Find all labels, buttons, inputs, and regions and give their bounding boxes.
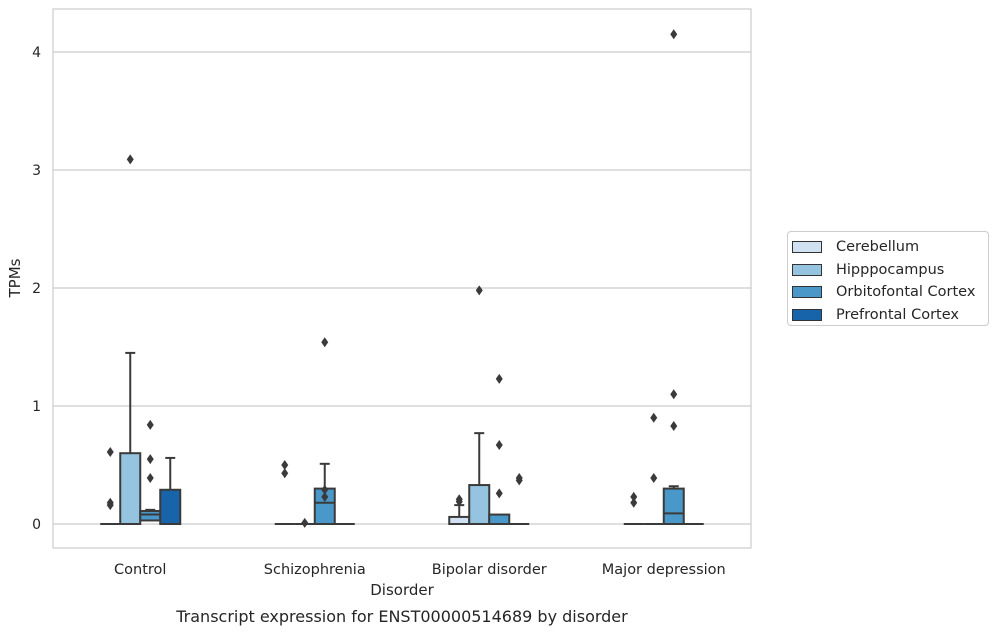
x-tick-labels: Control Schizophrenia Bipolar disorder Majo…: [114, 562, 726, 578]
box: [468, 484, 491, 525]
y-tick-label: 3: [32, 163, 41, 179]
box-cerebellum: [448, 494, 471, 525]
outlier-point: [106, 447, 114, 458]
outlier-point: [321, 484, 329, 495]
outlier-point: [495, 439, 503, 450]
box-hipppocampus: [119, 154, 142, 526]
x-tick-label: Control: [114, 562, 166, 578]
legend-item: Hipppocampus: [792, 259, 988, 282]
legend-swatch: [792, 308, 822, 321]
y-tick-label: 1: [32, 399, 41, 415]
outlier-point: [650, 412, 658, 423]
outlier-point: [321, 337, 329, 348]
gridlines: [53, 51, 751, 525]
y-axis-label: TPMs: [6, 258, 24, 298]
y-tick-label: 0: [32, 517, 41, 533]
outlier-point: [670, 29, 678, 40]
box: [488, 513, 511, 525]
outlier-point: [670, 421, 678, 432]
box: [448, 515, 471, 525]
outlier-point: [106, 500, 114, 511]
x-axis-label: Disorder: [370, 581, 434, 599]
legend-item: Orbitofontal Cortex: [792, 281, 988, 304]
outlier-point: [630, 497, 638, 508]
outlier-point: [146, 419, 154, 430]
outlier-point: [670, 389, 678, 400]
box-orbitofontal-cortex: [139, 419, 162, 522]
legend-label: Cerebellum: [836, 239, 920, 256]
y-tick-label: 4: [32, 45, 41, 61]
outlier-point: [495, 373, 503, 384]
outlier-point: [146, 454, 154, 465]
outlier-point: [321, 491, 329, 502]
outlier-point: [495, 488, 503, 499]
plot-frame: [52, 8, 752, 549]
box-hipppocampus: [643, 412, 664, 525]
box-prefrontal-cortex: [509, 472, 530, 525]
box: [119, 452, 142, 526]
box-orbitofontal-cortex: [662, 29, 685, 526]
legend-label: Hipppocampus: [836, 261, 945, 278]
box-prefrontal-cortex: [159, 456, 182, 525]
legend-swatch: [792, 263, 822, 276]
legend-item: Prefrontal Cortex: [792, 304, 988, 327]
outlier-point: [281, 468, 289, 479]
box: [159, 488, 182, 525]
y-tick-label: 2: [32, 281, 41, 297]
x-tick-label: Major depression: [602, 562, 726, 578]
outlier-point: [515, 475, 523, 486]
outlier-point: [475, 285, 483, 296]
outlier-point: [281, 460, 289, 470]
box-orbitofontal-cortex: [488, 373, 511, 525]
box-cerebellum: [274, 460, 295, 525]
box-hipppocampus: [468, 285, 491, 525]
outlier-point: [455, 496, 463, 507]
outlier-point: [301, 517, 309, 528]
legend-label: Orbitofontal Cortex: [836, 284, 976, 301]
box-cerebellum: [100, 447, 121, 525]
box-cerebellum: [623, 491, 644, 525]
x-tick-label: Schizophrenia: [264, 562, 366, 578]
x-tick-label: Bipolar disorder: [432, 562, 547, 578]
outlier-point: [630, 491, 638, 502]
legend: Cerebellum Hipppocampus Orbitofontal Corte…: [787, 231, 989, 326]
legend-swatch: [792, 241, 822, 254]
plot-marks: [100, 29, 704, 528]
box-hipppocampus: [294, 517, 315, 528]
outlier-point: [650, 472, 658, 483]
outlier-point: [126, 154, 134, 165]
box-orbitofontal-cortex: [313, 337, 336, 526]
chart-title: Transcript expression for ENST0000051468…: [175, 607, 628, 626]
legend-item: Cerebellum: [792, 236, 988, 259]
box: [662, 487, 685, 526]
outlier-point: [146, 472, 154, 483]
legend-swatch: [792, 286, 822, 299]
box: [139, 510, 162, 522]
y-tick-labels: 0 1 2 3 4: [32, 45, 41, 533]
legend-label: Prefrontal Cortex: [836, 306, 959, 323]
